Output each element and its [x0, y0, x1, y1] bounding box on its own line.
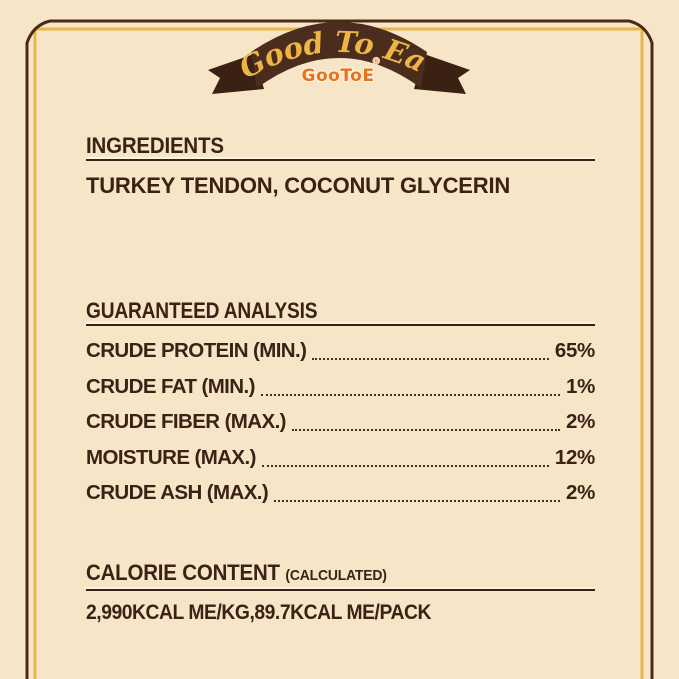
calorie-content-text: 2,990KCAL ME/KG,89.7KCAL ME/PACK [86, 601, 431, 624]
table-row: MOISTURE (MAX.) 12% [86, 446, 595, 482]
frame-brown-line [25, 19, 654, 679]
calorie-heading-qualifier: (CALCULATED) [285, 567, 387, 584]
brand-ribbon: Good To Eat GooToE ® [194, 10, 470, 94]
calorie-content-heading: CALORIE CONTENT (CALCULATED) [86, 561, 559, 588]
ingredients-section: INGREDIENTS TURKEY TENDON, COCONUT GLYCE… [86, 134, 595, 199]
table-row: CRUDE PROTEIN (MIN.) 65% [86, 339, 595, 375]
guaranteed-analysis-table: CRUDE PROTEIN (MIN.) 65% CRUDE FAT (MIN.… [86, 339, 595, 517]
table-row: CRUDE ASH (MAX.) 2% [86, 481, 595, 517]
calorie-heading-main: CALORIE CONTENT [86, 560, 280, 585]
table-row: CRUDE FAT (MIN.) 1% [86, 375, 595, 411]
brand-logo-text: GooToE [302, 66, 375, 86]
table-row: CRUDE FIBER (MAX.) 2% [86, 410, 595, 446]
row-value: 2% [565, 410, 595, 433]
row-label: CRUDE FAT (MIN.) [86, 374, 255, 398]
dotted-leader [260, 393, 560, 396]
dotted-leader [274, 500, 560, 502]
ribbon-panel [251, 22, 427, 88]
ingredients-text: TURKEY TENDON, COCONUT GLYCERIN [86, 173, 511, 198]
registered-trademark-icon: ® [372, 57, 381, 67]
row-label: CRUDE ASH (MAX.) [86, 481, 269, 504]
calorie-content-section: CALORIE CONTENT (CALCULATED) 2,990KCAL M… [86, 561, 595, 625]
ribbon-left-tail [208, 54, 264, 94]
row-label: CRUDE FIBER (MAX.) [86, 410, 286, 433]
ribbon-right-tail [414, 54, 470, 94]
row-value: 65% [554, 339, 595, 362]
guaranteed-analysis-heading: GUARANTEED ANALYSIS [86, 298, 318, 323]
row-value: 1% [565, 374, 595, 398]
dotted-leader [312, 358, 549, 360]
row-value: 12% [554, 445, 595, 469]
row-value: 2% [565, 481, 595, 504]
calorie-content-divider [86, 589, 595, 591]
ingredients-divider [86, 159, 595, 161]
row-label: CRUDE PROTEIN (MIN.) [86, 339, 307, 362]
ingredients-heading: INGREDIENTS [86, 133, 224, 158]
row-label: MOISTURE (MAX.) [86, 445, 256, 469]
guaranteed-analysis-divider [86, 324, 595, 326]
dotted-leader [291, 429, 560, 431]
dotted-leader [261, 464, 549, 467]
guaranteed-analysis-section: GUARANTEED ANALYSIS CRUDE PROTEIN (MIN.)… [86, 299, 595, 517]
